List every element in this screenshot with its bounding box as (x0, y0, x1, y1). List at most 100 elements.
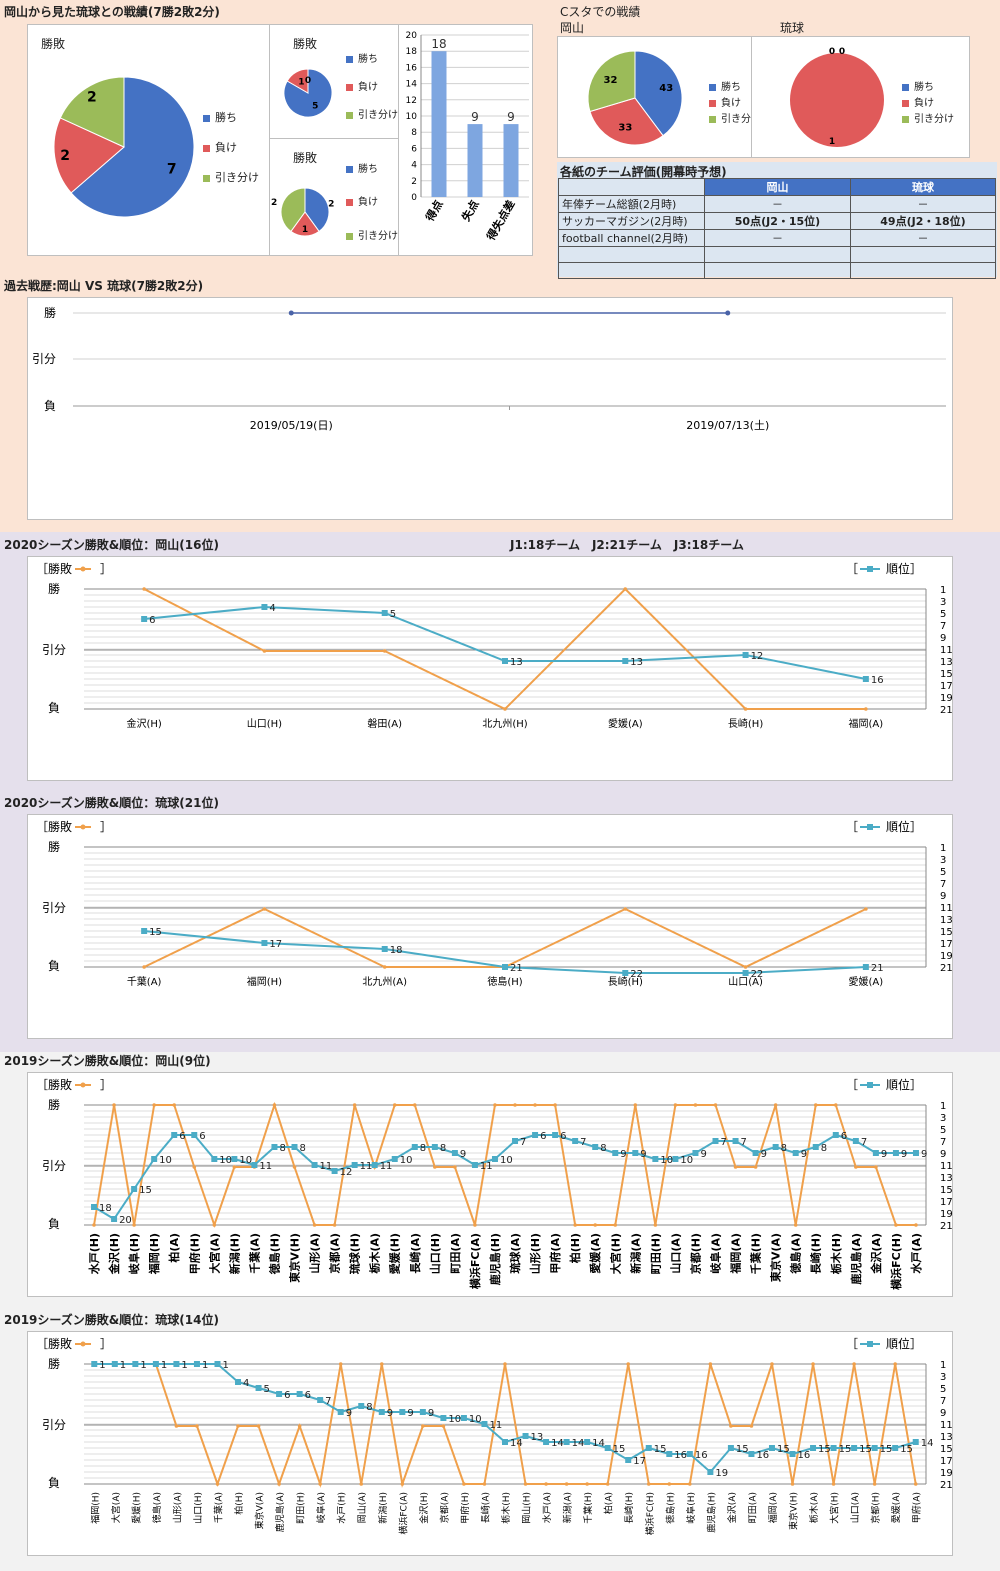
x-tick-label: 得失点差 (483, 198, 518, 244)
rank-data-label: 12 (340, 1167, 353, 1178)
rank-tick-label: 3 (940, 597, 946, 608)
result-point (174, 1424, 179, 1428)
rank-tick-label: 7 (940, 621, 946, 632)
bar (503, 124, 519, 197)
y-tick-label: 勝 (44, 305, 56, 320)
result-point (894, 1223, 898, 1227)
rank-tick-label: 21 (940, 963, 953, 974)
rank-data-label: 9 (761, 1149, 767, 1160)
rank-data-label: 16 (756, 1450, 769, 1461)
rank-data-label: 13 (630, 657, 643, 668)
rank-tick-label: 5 (940, 609, 946, 620)
rank-point (132, 1361, 139, 1367)
x-tick-label: 横浜FC(A) (468, 1233, 482, 1289)
rank-data-label: 1 (99, 1360, 105, 1371)
result-point (533, 1103, 537, 1107)
rank-point (231, 1156, 238, 1162)
result-point (667, 1482, 672, 1486)
x-tick-label: 甲府(A) (548, 1233, 562, 1274)
result-legend-label: ［勝敗 (36, 561, 72, 576)
result-point (382, 649, 387, 653)
rank-data-label: 9 (407, 1408, 413, 1419)
x-tick-label: 山口(H) (193, 1492, 204, 1524)
x-tick-label: 柏(H) (233, 1492, 245, 1515)
small-pie1-legend-draw: 引き分け (346, 106, 398, 121)
result-point (503, 707, 507, 711)
result-point (297, 1424, 302, 1428)
cs-okayama-pie: 43 33 32 (587, 50, 683, 146)
x-tick-label: 長崎(H) (728, 717, 763, 730)
result-point (864, 707, 868, 711)
y-tick-label: 引分 (42, 643, 66, 657)
rank-point (131, 1186, 138, 1192)
rank-point (830, 1445, 837, 1451)
rank-data-label: 8 (279, 1143, 285, 1154)
pie-data-label: 1 (302, 225, 308, 235)
rank-data-label: 15 (900, 1444, 913, 1455)
rank-point (381, 610, 388, 616)
big-pie-chart: 7 2 2 (53, 76, 195, 218)
rank-point (276, 1391, 283, 1397)
rank-data-label: 10 (500, 1155, 513, 1166)
result-point (318, 1482, 322, 1486)
result-point (277, 1482, 281, 1486)
result-point (192, 1165, 197, 1169)
result-point (753, 1165, 758, 1169)
small-pie1-chart: 5 1 0 (283, 68, 333, 118)
ryukyu2019-panel: ［勝敗 ］ ［ 順位］ 1 3 5 7 9 11 13 15 17 19 21 勝引分負 1 1 1 1 1 1 1 4 5 6 6… (27, 1331, 953, 1556)
result-point (811, 1362, 815, 1366)
y-tick-label: 10 (406, 112, 418, 122)
rank-data-label: 10 (400, 1155, 413, 1166)
table-cell: － (704, 229, 851, 247)
cstadium-title: Cスタでの戦績 (560, 5, 641, 19)
rank-point (812, 1144, 819, 1150)
rank-point (471, 1162, 478, 1168)
rank-data-label: 9 (620, 1149, 626, 1160)
rank-point (291, 1144, 298, 1150)
small-pie1-title: 勝敗 (293, 37, 318, 51)
goals-bar-panel: 0 2 4 6 8 10 12 14 16 18 20 18 得点 9 失点 9 得失点差 (398, 24, 533, 256)
rank-data-label: 4 (269, 603, 275, 614)
result-point (564, 1482, 569, 1486)
rank-point (652, 1156, 659, 1162)
rank-data-label: 15 (859, 1444, 872, 1455)
result-legend-label: ［勝敗 (36, 819, 72, 834)
table-cell: 49点(J2・18位) (850, 212, 996, 230)
rank-point (261, 940, 268, 946)
table-cell: － (850, 195, 996, 213)
rank-point (532, 1132, 539, 1138)
history-title: 過去戦歴:岡山 VS 琉球(7勝2敗2分) (4, 279, 204, 293)
rank-tick-label: 7 (940, 1396, 946, 1407)
result-point (893, 1362, 897, 1366)
rank-point (502, 658, 508, 664)
y-tick-label: 0 (411, 193, 417, 203)
rank-tick-label: 13 (940, 1173, 953, 1184)
rank-tick-label: 17 (940, 1456, 953, 1467)
rank-point (351, 1162, 358, 1168)
x-tick-label: 山形(A) (171, 1492, 183, 1523)
rank-point (451, 1150, 458, 1156)
rank-data-label: 5 (390, 609, 396, 620)
rank-point (789, 1451, 796, 1457)
x-tick-label: 横浜FC(A) (397, 1492, 409, 1535)
okayama2019-panel: ［勝敗 ］ ［ 順位］ 1 3 5 7 9 11 13 15 17 19 21 勝引分負 18 20 15 10 6 6 1… (27, 1072, 953, 1297)
rank-tick-label: 5 (940, 1384, 946, 1395)
head-to-head-title: 岡山から見た琉球との戦績(7勝2敗2分) (4, 5, 220, 19)
cs-ryukyu-legend-draw: 引き分け (902, 110, 954, 125)
rank-data-label: 4 (243, 1378, 249, 1389)
y-tick-label: 12 (406, 96, 417, 106)
cs-okayama-legend-lose: 負け (709, 94, 741, 109)
rank-data-label: 9 (881, 1149, 887, 1160)
pie-data-label: 0 (829, 47, 835, 57)
big-pie-legend-lose: 負け (203, 139, 237, 155)
y-tick-label: 負 (48, 1476, 60, 1490)
rank-point (732, 1138, 739, 1144)
rank-tick-label: 1 (940, 1101, 946, 1112)
rank-tick-label: 3 (940, 855, 946, 866)
rank-point (331, 1168, 338, 1174)
rank-point (491, 1156, 498, 1162)
pie-slice (70, 76, 195, 218)
